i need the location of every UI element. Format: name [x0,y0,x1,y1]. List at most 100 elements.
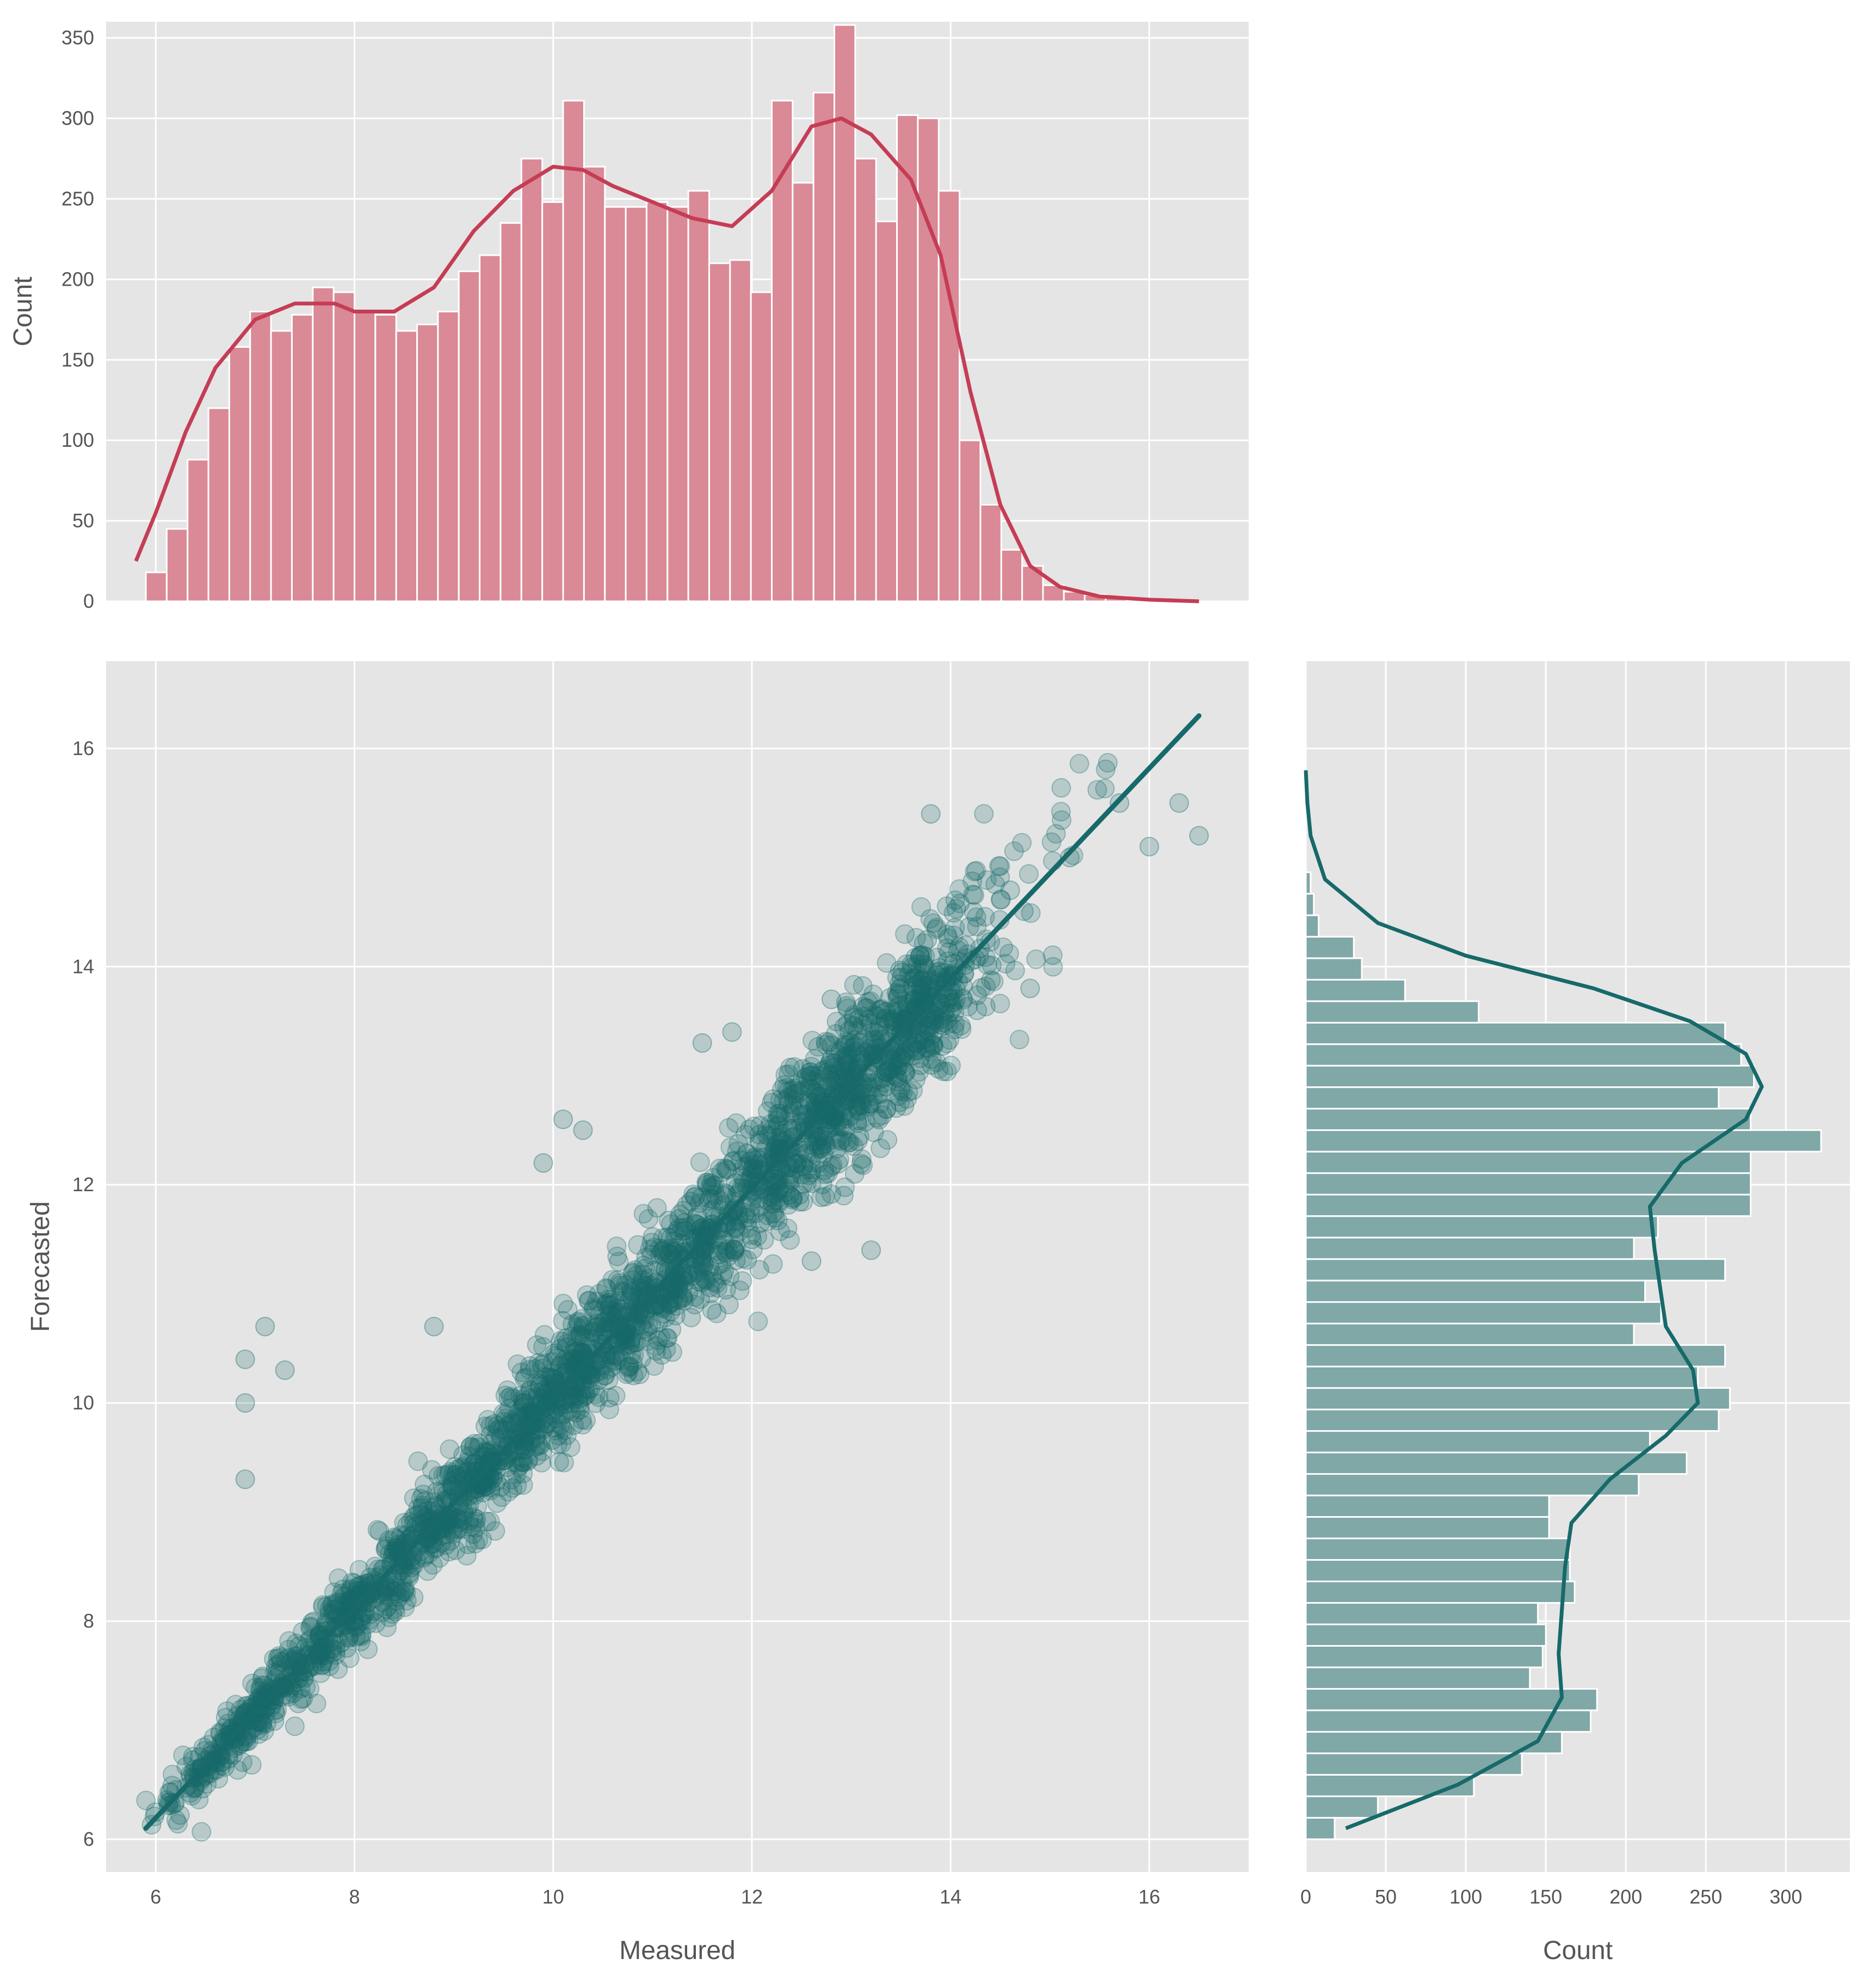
scatter-point [729,1134,749,1154]
top-histogram-bar [520,157,544,602]
top-histogram-bar [395,330,418,602]
scatter-point [750,1132,770,1153]
scatter-point [707,1303,727,1323]
scatter-point [570,1325,590,1345]
scatter-point [699,1220,718,1240]
top-histogram-bar [729,259,752,602]
scatter-point [453,1466,473,1486]
scatter-point [844,1088,865,1108]
scatter-point [814,1131,834,1151]
scatter-point [775,1065,795,1085]
scatter-point [470,1433,490,1454]
scatter-point [446,1540,466,1560]
scatter-point [710,1206,730,1226]
scatter-point [793,1156,813,1177]
scatter-point [616,1316,637,1337]
scatter-point [883,1009,902,1030]
scatter-point [913,953,933,974]
scatter-point [763,1204,783,1224]
scatter-point [892,1005,912,1025]
scatter-point [447,1519,467,1539]
scatter-point [581,1379,601,1399]
scatter-point [708,1235,728,1255]
scatter-point [709,1159,730,1179]
scatter-point [616,1364,637,1384]
scatter-point [555,1350,575,1370]
top-y-tick-label: 250 [61,187,94,210]
scatter-point [833,1096,853,1116]
top-histogram-bar [562,100,585,602]
scatter-point [775,1139,795,1159]
scatter-point [342,1572,362,1592]
scatter-point [709,1191,730,1210]
scatter-point [476,1464,496,1484]
scatter-point [600,1305,620,1326]
scatter-point [641,1233,662,1253]
top-histogram-bar [165,528,189,602]
scatter-point [667,1271,687,1291]
scatter-point [738,1211,758,1230]
scatter-point [766,1139,786,1159]
scatter-point [189,1766,209,1787]
scatter-point [1052,810,1072,830]
scatter-point-outlier [1020,978,1040,999]
scatter-point [573,1316,594,1337]
scatter-point [431,1526,452,1546]
scatter-point [949,879,970,899]
scatter-point [402,1557,421,1578]
scatter-point [747,1149,767,1169]
scatter-point [449,1493,469,1513]
scatter-point [341,1597,361,1617]
scatter-point [716,1279,736,1299]
scatter-point [335,1587,355,1607]
scatter-point [953,988,973,1008]
scatter-point [382,1604,402,1624]
scatter-point [547,1379,567,1400]
scatter-point [728,1178,748,1198]
scatter-point [1087,780,1107,800]
scatter-point [952,1019,972,1039]
scatter-point [917,929,937,950]
scatter-point [724,1240,744,1259]
scatter-point [252,1713,272,1733]
scatter-point [594,1339,614,1359]
scatter-point [476,1416,495,1436]
scatter-point [740,1197,761,1217]
scatter-point [445,1457,465,1477]
scatter-point [756,1125,776,1145]
scatter-point [627,1265,647,1285]
scatter-point [498,1457,518,1477]
scatter-point [460,1457,480,1477]
scatter-point [509,1457,529,1477]
scatter-point [462,1469,483,1489]
scatter-point [886,983,906,1003]
scatter-point [601,1304,621,1325]
scatter-point [176,1757,196,1777]
scatter-point [514,1452,534,1473]
scatter-point [816,1136,836,1156]
scatter-point [404,1488,424,1508]
scatter-point [654,1246,674,1266]
scatter-point [542,1368,561,1388]
scatter-point [553,1418,573,1438]
joint-gridlines [106,661,1249,1872]
scatter-point [598,1292,619,1313]
top-histogram-bar [604,206,627,602]
scatter-point [340,1648,360,1668]
scatter-point [801,1173,822,1193]
scatter-point [724,1150,744,1171]
scatter-point [271,1652,291,1672]
scatter-point [464,1454,484,1474]
scatter-point [573,1319,593,1339]
scatter-point [915,999,935,1019]
scatter-point [938,928,958,948]
scatter-point [650,1296,670,1316]
scatter-point [422,1512,442,1532]
scatter-point [976,947,996,968]
scatter-point [285,1716,305,1736]
scatter-point [678,1264,699,1284]
scatter-point [888,1086,909,1106]
scatter-point-outlier [861,1240,881,1260]
top-histogram-bar [1000,549,1023,602]
scatter-point [514,1369,534,1389]
